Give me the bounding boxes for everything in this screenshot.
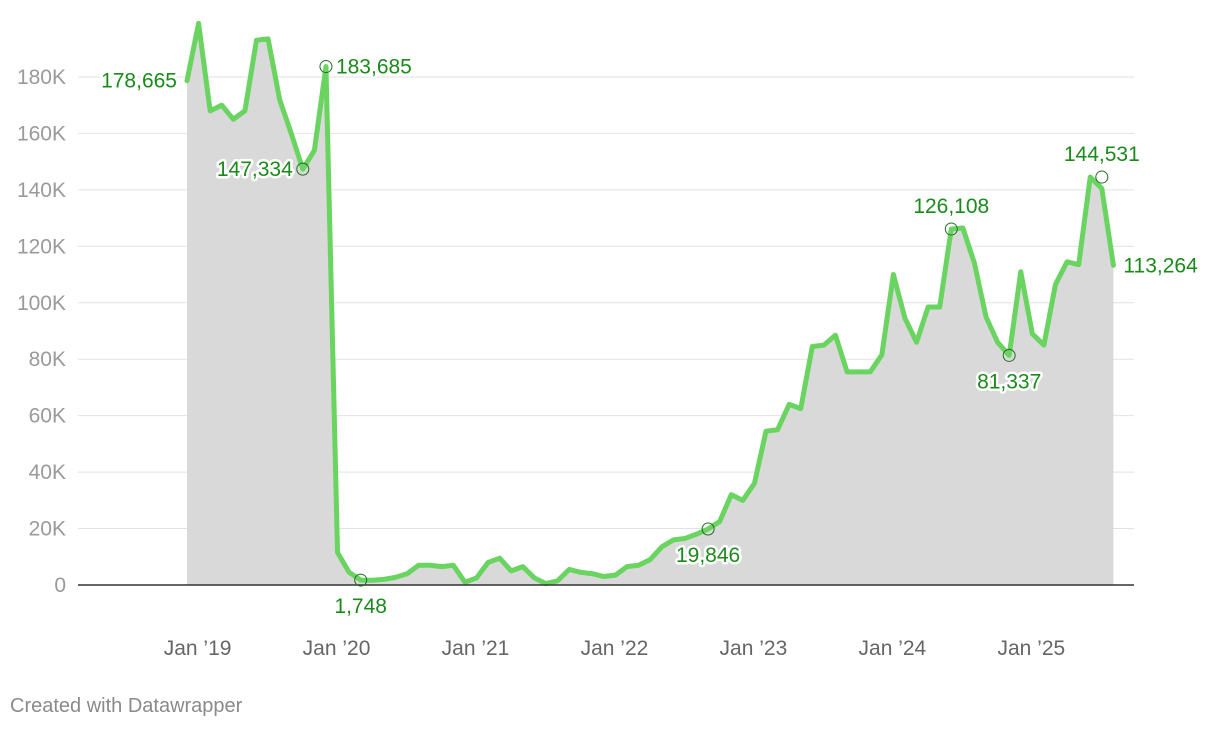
axis-layer: 0 20K 40K 60K 80K 100K 120K 140K 160K 180K Jan ’19… bbox=[17, 66, 1134, 660]
data-label: 178,665 bbox=[101, 70, 177, 93]
data-label: 147,334 bbox=[217, 158, 293, 181]
data-label: 126,108 bbox=[913, 195, 989, 218]
annotation-marker bbox=[354, 573, 368, 587]
annotation-marker bbox=[1002, 348, 1016, 362]
x-tick-label: Jan ’22 bbox=[581, 637, 649, 660]
annotation-marker bbox=[1095, 170, 1109, 184]
y-tick-label: 40K bbox=[29, 461, 66, 484]
y-tick-label: 120K bbox=[17, 235, 66, 258]
x-tick-label: Jan ’19 bbox=[164, 637, 232, 660]
x-tick-label: Jan ’21 bbox=[442, 637, 510, 660]
y-tick-label: 80K bbox=[29, 348, 66, 371]
data-label: 113,264 bbox=[1123, 254, 1198, 277]
y-tick-label: 20K bbox=[29, 518, 66, 541]
area-layer bbox=[187, 23, 1114, 585]
y-tick-label: 0 bbox=[54, 574, 66, 597]
series-line bbox=[184, 20, 1116, 587]
data-label: 144,531 bbox=[1064, 143, 1140, 166]
y-tick-label: 140K bbox=[17, 179, 66, 202]
x-tick-label: Jan ’24 bbox=[859, 637, 927, 660]
series-area bbox=[187, 23, 1114, 585]
area-chart: 0 20K 40K 60K 80K 100K 120K 140K 160K 180K Jan ’19… bbox=[16, 20, 1201, 660]
x-tick-label: Jan ’25 bbox=[997, 637, 1065, 660]
x-tick-label: Jan ’23 bbox=[720, 637, 788, 660]
y-tick-label: 160K bbox=[17, 122, 66, 145]
data-label: 19,846 bbox=[676, 544, 740, 567]
data-label: 183,685 bbox=[336, 56, 412, 79]
data-label: 81,337 bbox=[977, 370, 1041, 393]
annotation-layer: 178,665 147,334 183,685 1,748 19,846 126,108 8… bbox=[99, 53, 1201, 621]
x-tick-label: Jan ’20 bbox=[303, 637, 371, 660]
annotation-marker bbox=[701, 522, 715, 536]
line-layer bbox=[184, 20, 1116, 587]
y-tick-label: 60K bbox=[29, 405, 66, 428]
y-tick-label: 100K bbox=[17, 292, 66, 315]
data-label: 1,748 bbox=[334, 595, 387, 618]
footer-credit: Created with Datawrapper bbox=[10, 695, 243, 717]
annotation-marker bbox=[296, 162, 310, 176]
annotation-marker bbox=[944, 222, 958, 236]
annotation-marker bbox=[319, 60, 333, 74]
y-tick-label: 180K bbox=[17, 66, 66, 89]
